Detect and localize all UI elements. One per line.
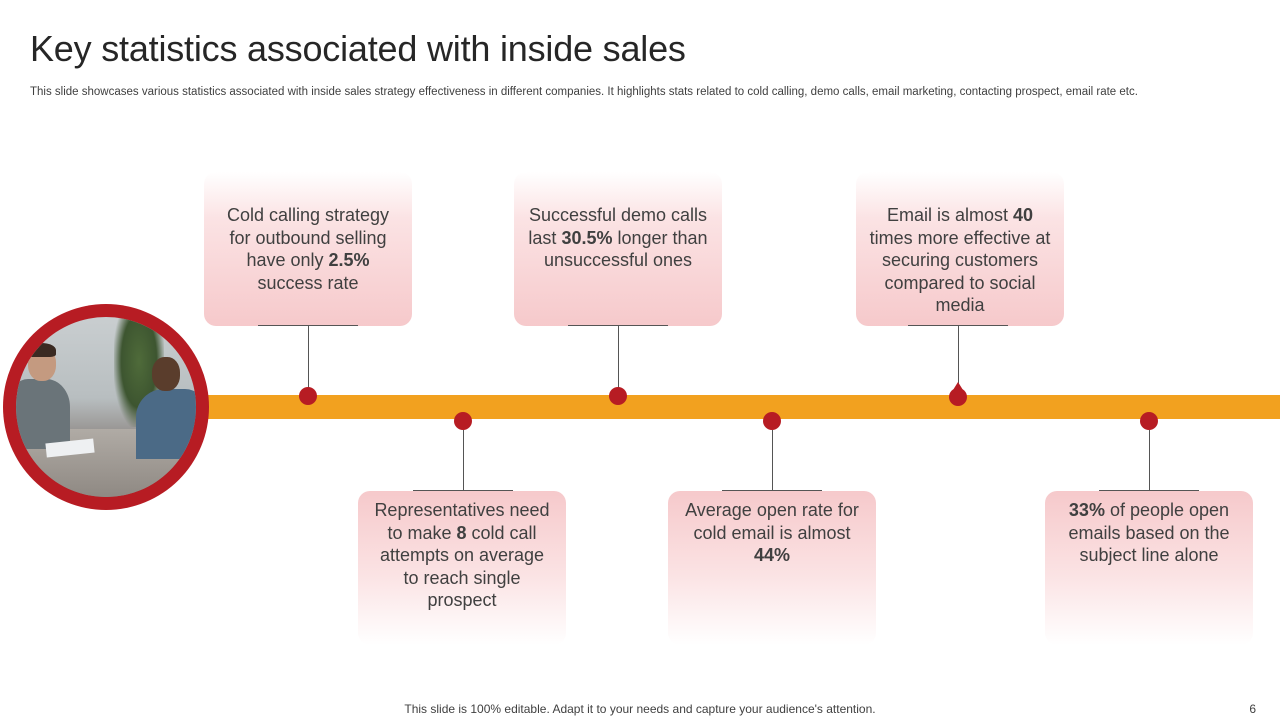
stat-text: 33% of people open emails based on the s… [1068,500,1230,565]
connector-line [463,430,464,491]
stat-card-subject-line: 33% of people open emails based on the s… [1045,491,1253,645]
timeline-marker [454,412,472,430]
timeline-marker [763,412,781,430]
page-number: 6 [1249,702,1256,716]
stat-text: Average open rate for cold email is almo… [685,500,859,565]
stat-highlight: 8 [456,522,467,543]
stat-text: Representatives need to make 8 cold call… [374,500,550,610]
timeline-marker [949,382,967,406]
connector-line [618,326,619,388]
stat-highlight: 40 [1013,205,1034,225]
connector-line [958,326,959,388]
stat-text: Successful demo calls last 30.5% longer … [528,205,708,270]
slide-subtitle: This slide showcases various statistics … [30,86,1138,98]
card-underline [568,325,668,326]
connector-line [1149,430,1150,491]
stat-card-demo-calls: Successful demo calls last 30.5% longer … [514,172,722,326]
stat-highlight: 2.5% [328,250,370,270]
stat-card-cold-calling: Cold calling strategy for outbound selli… [204,172,412,326]
stat-highlight: 33% [1068,500,1105,520]
stat-card-cold-call-attempts: Representatives need to make 8 cold call… [358,491,566,645]
stat-highlight: 30.5% [561,227,613,248]
stat-text: Email is almost 40 times more effective … [869,205,1051,315]
stat-highlight: 44% [753,545,791,565]
timeline-marker [1140,412,1158,430]
card-underline [1099,490,1199,491]
card-underline [413,490,513,491]
card-underline [908,325,1008,326]
stat-card-email-open-rate: Average open rate for cold email is almo… [668,491,876,645]
slide-footer: This slide is 100% editable. Adapt it to… [404,702,876,716]
business-meeting-photo [16,317,196,497]
stat-text: Cold calling strategy for outbound selli… [226,205,390,293]
timeline-marker [609,387,627,405]
stat-card-email-effectiveness: Email is almost 40 times more effective … [856,172,1064,326]
slide-title: Key statistics associated with inside sa… [30,28,686,69]
timeline-marker [299,387,317,405]
connector-line [772,430,773,491]
photo-frame [3,304,209,510]
card-underline [722,490,822,491]
connector-line [308,326,309,388]
card-underline [258,325,358,326]
timeline-bar [185,395,1280,419]
